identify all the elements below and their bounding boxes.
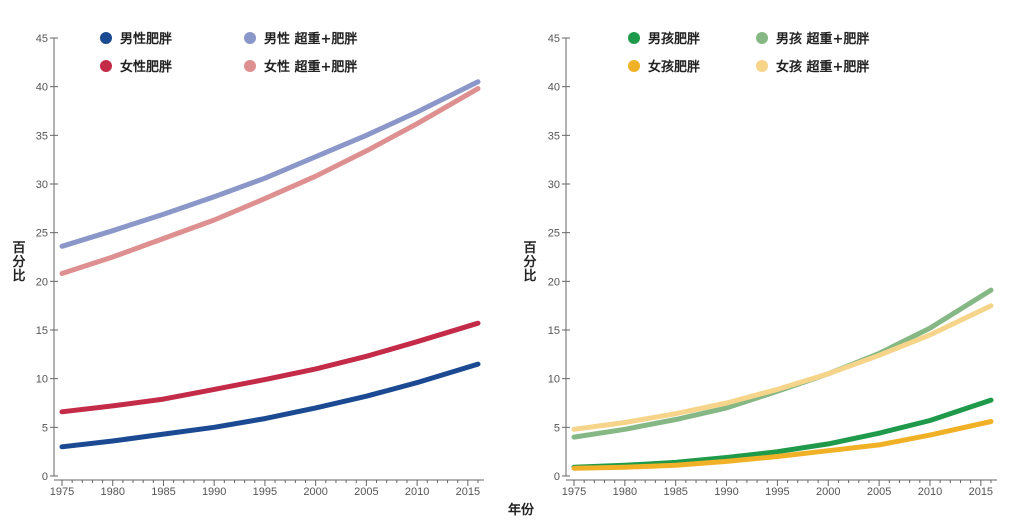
- x-tick-label: 2005: [354, 486, 378, 498]
- chart-panel-1: 0 5 10 15 20 25 30 35 40 45 1975 1980 1985 1990 1995 20…: [12, 31, 484, 498]
- y-tick-label: 20: [548, 276, 560, 288]
- legend-marker: [628, 32, 640, 44]
- y-axis-title-char: 比: [12, 268, 25, 284]
- y-tick-label: 10: [548, 374, 560, 386]
- x-tick-label: 1995: [765, 486, 789, 498]
- legend-marker: [756, 60, 768, 72]
- legend-marker: [628, 60, 640, 72]
- y-tick-label: 5: [554, 422, 560, 434]
- y-axis-title-char: 比: [523, 268, 536, 284]
- series-line-1-4: [59, 86, 481, 276]
- legend-marker: [100, 60, 112, 72]
- y-axis-title-char: 百: [523, 241, 536, 256]
- x-tick-label: 2000: [303, 486, 327, 498]
- y-tick-label: 45: [36, 33, 48, 45]
- chart-panel-2: 0 5 10 15 20 25 30 35 40 45 1975 1980 1985 1990 1995 20…: [523, 31, 997, 498]
- x-tick-label: 2005: [867, 486, 891, 498]
- legend-marker: [756, 32, 768, 44]
- series-line-1-3: [59, 320, 481, 415]
- y-tick-label: 10: [36, 374, 48, 386]
- x-tick-label: 2010: [918, 486, 942, 498]
- x-tick-label: 1975: [562, 486, 586, 498]
- y-tick-label: 0: [554, 471, 560, 483]
- legend-label: 男性 超重+肥胖: [264, 31, 357, 47]
- y-tick-label: 25: [36, 228, 48, 240]
- x-tick-label: 1975: [50, 486, 74, 498]
- legend-marker: [244, 60, 256, 72]
- y-axis-title-char: 分: [523, 254, 536, 270]
- x-tick-label: 1985: [151, 486, 175, 498]
- x-tick-label: 2010: [405, 486, 429, 498]
- legend-label: 女性 超重+肥胖: [264, 59, 357, 75]
- y-tick-label: 35: [36, 130, 48, 142]
- x-tick-label: 1980: [613, 486, 637, 498]
- legend-label: 女孩肥胖: [648, 59, 700, 75]
- x-tick-label: 2015: [969, 486, 993, 498]
- y-tick-label: 35: [548, 130, 560, 142]
- series-line-2-4: [571, 303, 994, 432]
- legend-label: 女孩 超重+肥胖: [776, 59, 869, 75]
- legend-marker: [244, 32, 256, 44]
- legend-label: 男孩 超重+肥胖: [776, 31, 869, 47]
- y-tick-label: 25: [548, 228, 560, 240]
- y-tick-label: 40: [548, 82, 560, 94]
- y-tick-label: 0: [42, 471, 48, 483]
- series-line-2-3: [571, 419, 994, 471]
- y-tick-label: 15: [36, 325, 48, 337]
- y-tick-label: 45: [548, 33, 560, 45]
- x-tick-label: 1995: [253, 486, 277, 498]
- y-tick-label: 30: [548, 179, 560, 191]
- legend-label: 女性肥胖: [120, 59, 172, 75]
- y-tick-label: 30: [36, 179, 48, 191]
- y-tick-label: 20: [36, 276, 48, 288]
- x-tick-label: 2015: [456, 486, 480, 498]
- x-tick-label: 2000: [816, 486, 840, 498]
- x-tick-label: 1990: [202, 486, 226, 498]
- series-line-1-2: [59, 79, 481, 249]
- legend-label: 男孩肥胖: [648, 31, 700, 47]
- x-tick-label: 1980: [100, 486, 124, 498]
- x-axis-title: 年份: [508, 503, 535, 518]
- x-tick-label: 1985: [663, 486, 687, 498]
- x-tick-label: 1990: [714, 486, 738, 498]
- legend-label: 男性肥胖: [120, 31, 172, 47]
- y-tick-label: 15: [548, 325, 560, 337]
- y-tick-label: 5: [42, 422, 48, 434]
- y-axis-title-char: 百: [12, 241, 25, 256]
- y-tick-label: 40: [36, 82, 48, 94]
- y-axis-title-char: 分: [12, 254, 25, 270]
- legend-marker: [100, 32, 112, 44]
- series-line-1-1: [59, 361, 481, 450]
- series-line-2-2: [571, 287, 994, 440]
